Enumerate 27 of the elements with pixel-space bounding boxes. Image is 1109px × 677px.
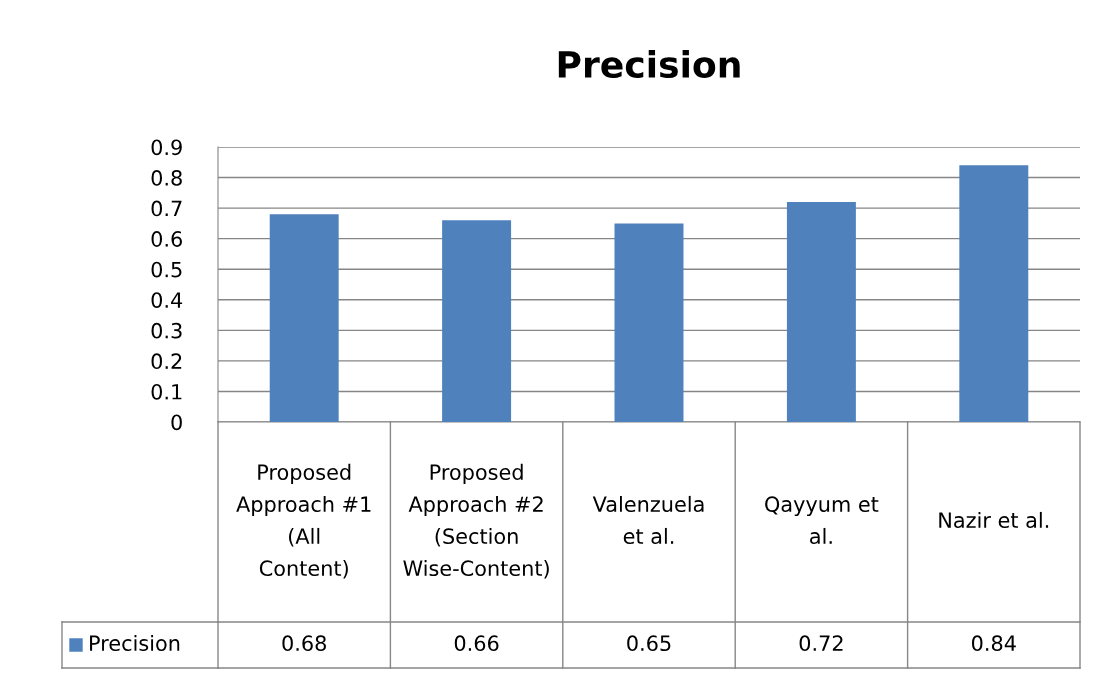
bar [959, 165, 1029, 422]
x-tick-label: Proposed Approach #2 (Section Wise-Content) [403, 463, 549, 579]
y-tick-label: 0.5 [151, 261, 182, 278]
x-tick-label: Nazir et al. [939, 511, 1049, 529]
data-label: 0.65 [627, 635, 671, 652]
data-label: 0.68 [282, 635, 326, 652]
bar [442, 220, 512, 422]
y-tick-label: 0.3 [151, 322, 182, 339]
y-tick-label: 0.2 [151, 353, 182, 370]
y-tick-label: 0.7 [151, 200, 182, 217]
data-label: 0.66 [454, 635, 499, 652]
bar [786, 202, 856, 422]
data-label: 0.72 [799, 635, 843, 652]
x-tick-label: Qayyum et al. [765, 496, 879, 545]
x-tick-label: Proposed Approach #1 (All Content) [236, 463, 371, 579]
y-tick-label: 0.1 [151, 383, 182, 400]
legend-label: Precision [90, 634, 180, 652]
data-label: 0.84 [971, 635, 1016, 652]
x-tick-label: Valenzuela et al. [592, 495, 704, 545]
y-tick-label: 0.4 [151, 292, 183, 308]
chart-title: Precision [558, 50, 740, 79]
y-tick-label: 0.6 [151, 231, 182, 247]
bar [614, 223, 684, 422]
y-tick-label: 0.8 [151, 170, 182, 186]
y-tick-label: 0.9 [151, 139, 182, 156]
y-tick-label: 0 [171, 414, 182, 431]
bar [269, 214, 339, 422]
